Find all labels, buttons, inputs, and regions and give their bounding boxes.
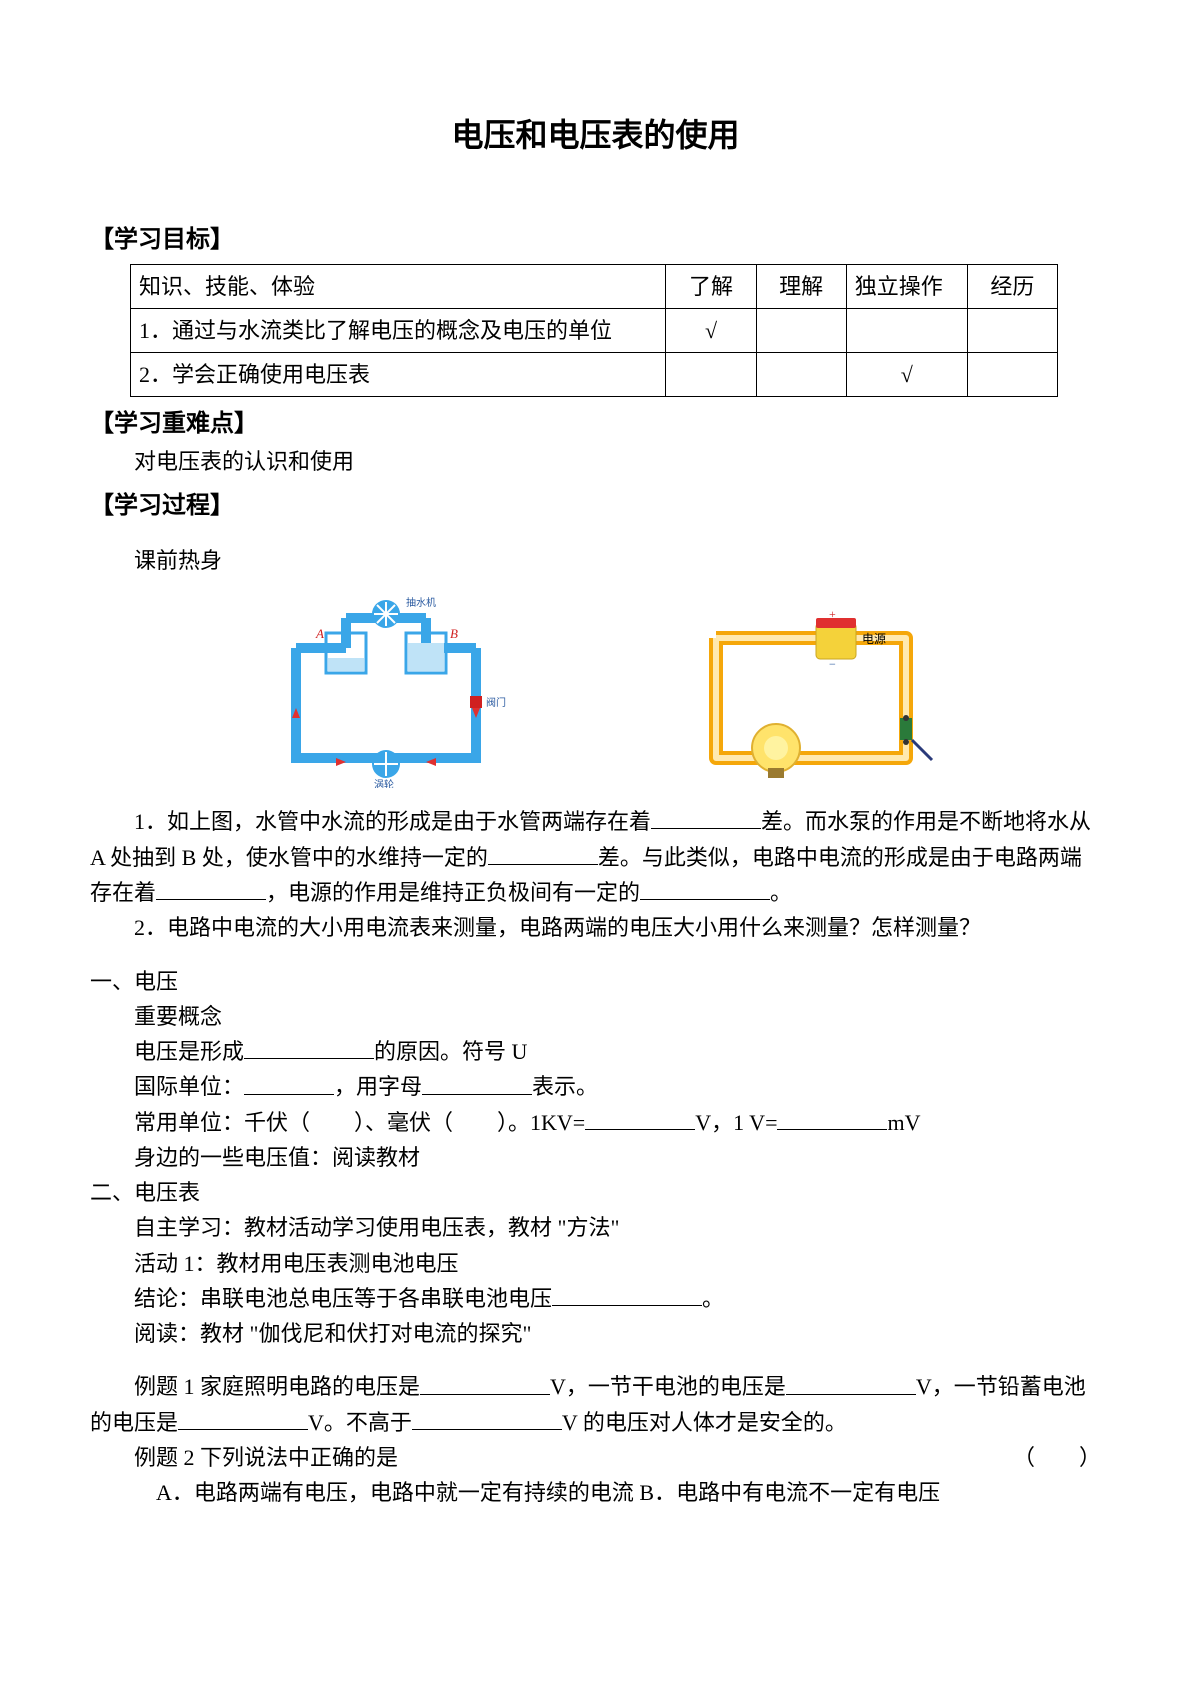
ex1-text: V。不高于: [308, 1410, 412, 1435]
td-skill: 2．学会正确使用电压表: [131, 352, 666, 396]
ex1-text: 例题 1 家庭照明电路的电压是: [134, 1375, 420, 1400]
svg-text:−: −: [829, 657, 836, 671]
blank[interactable]: [585, 1105, 695, 1130]
table-row: 2．学会正确使用电压表 √: [131, 352, 1058, 396]
th-c2: 理解: [756, 264, 846, 308]
blank[interactable]: [412, 1405, 562, 1430]
sec2-line: 活动 1：教材用电压表测电池电压: [90, 1246, 1101, 1281]
q1-text: ，电源的作用是维持正负极间有一定的: [266, 880, 640, 905]
blank[interactable]: [651, 804, 761, 829]
tank-a-label: A: [315, 626, 324, 641]
blank[interactable]: [552, 1281, 702, 1306]
sec1-line: 常用单位：千伏（ ）、毫伏（ ）。1KV=: [134, 1110, 585, 1135]
sec2-line: 自主学习：教材活动学习使用电压表，教材 "方法": [90, 1210, 1101, 1245]
figure-circuit: + − 电源: [656, 588, 956, 788]
th-c4: 经历: [967, 264, 1057, 308]
th-c3: 独立操作: [846, 264, 967, 308]
blank[interactable]: [244, 1034, 374, 1059]
table-row: 1．通过与水流类比了解电压的概念及电压的单位 √: [131, 308, 1058, 352]
question-1: 1．如上图，水管中水流的形成是由于水管两端存在着差。而水泵的作用是不断地将水从 …: [90, 804, 1101, 945]
blank[interactable]: [422, 1069, 532, 1094]
sec1-line: 表示。: [532, 1075, 598, 1100]
blank[interactable]: [178, 1405, 308, 1430]
page-title: 电压和电压表的使用: [90, 110, 1101, 161]
svg-text:+: +: [829, 607, 836, 621]
sec1-line: V，1 V=: [695, 1110, 777, 1135]
blank[interactable]: [786, 1369, 916, 1394]
sec1-line: ，用字母: [334, 1075, 422, 1100]
td-c4: [967, 308, 1057, 352]
section-keypoints-head: 【学习重难点】: [90, 405, 1101, 443]
blank[interactable]: [156, 875, 266, 900]
ex2-options: A．电路两端有电压，电路中就一定有持续的电流 B．电路中有电流不一定有电压: [90, 1475, 1101, 1510]
td-c2: [756, 308, 846, 352]
th-c1: 了解: [666, 264, 756, 308]
objectives-table: 知识、技能、体验 了解 理解 独立操作 经历 1．通过与水流类比了解电压的概念及…: [130, 264, 1058, 398]
sec2-line: 。: [702, 1286, 724, 1311]
ex1-text: V，一节干电池的电压是: [550, 1375, 786, 1400]
turbine-label: 涡轮: [374, 778, 394, 788]
sec1-line: mV: [887, 1110, 920, 1135]
sec1-line: 国际单位：: [134, 1075, 244, 1100]
sec1-line: 的原因。符号 U: [374, 1039, 527, 1064]
section-process-head: 【学习过程】: [90, 487, 1101, 525]
answer-paren[interactable]: （ ）: [969, 1440, 1101, 1475]
tank-b-label: B: [450, 626, 458, 641]
blank[interactable]: [488, 840, 598, 865]
blank[interactable]: [640, 875, 770, 900]
td-c4: [967, 352, 1057, 396]
sec1-line: 重要概念: [90, 999, 1101, 1034]
td-c3: √: [846, 352, 967, 396]
td-c1: √: [666, 308, 756, 352]
page: 电压和电压表的使用 【学习目标】 知识、技能、体验 了解 理解 独立操作 经历 …: [0, 0, 1191, 1684]
table-row: 知识、技能、体验 了解 理解 独立操作 经历: [131, 264, 1058, 308]
sec2-line: 结论：串联电池总电压等于各串联电池电压: [134, 1286, 552, 1311]
th-skill: 知识、技能、体验: [131, 264, 666, 308]
q2-text: 2．电路中电流的大小用电流表来测量，电路两端的电压大小用什么来测量？怎样测量？: [90, 910, 1101, 945]
sec1-line: 电压是形成: [134, 1039, 244, 1064]
ex1-text: V 的电压对人体才是安全的。: [562, 1410, 847, 1435]
sec2-line: 阅读：教材 "伽伐尼和伏打对电流的探究": [90, 1316, 1101, 1351]
blank[interactable]: [777, 1105, 887, 1130]
battery-label: 电源: [862, 632, 886, 646]
td-c1: [666, 352, 756, 396]
blank[interactable]: [420, 1369, 550, 1394]
pump-label: 抽水机: [406, 596, 436, 609]
sec1-line: 身边的一些电压值：阅读教材: [90, 1140, 1101, 1175]
section-objectives-head: 【学习目标】: [90, 221, 1101, 259]
ex2-stem: 例题 2 下列说法中正确的是: [134, 1445, 398, 1470]
section-1-head: 一、电压: [90, 964, 1101, 999]
td-c2: [756, 352, 846, 396]
section-2-head: 二、电压表: [90, 1175, 1101, 1210]
keypoints-text: 对电压表的认识和使用: [90, 444, 1101, 479]
td-skill: 1．通过与水流类比了解电压的概念及电压的单位: [131, 308, 666, 352]
q1-text: 。: [770, 880, 792, 905]
warmup-label: 课前热身: [90, 543, 1101, 578]
q1-text: 1．如上图，水管中水流的形成是由于水管两端存在着: [134, 809, 651, 834]
valve-label: 阀门: [486, 696, 506, 709]
td-c3: [846, 308, 967, 352]
blank[interactable]: [244, 1069, 334, 1094]
figure-water-analogy: 抽水机 A B 阀门 涡轮: [236, 588, 536, 788]
figures-row: 抽水机 A B 阀门 涡轮: [90, 588, 1101, 788]
